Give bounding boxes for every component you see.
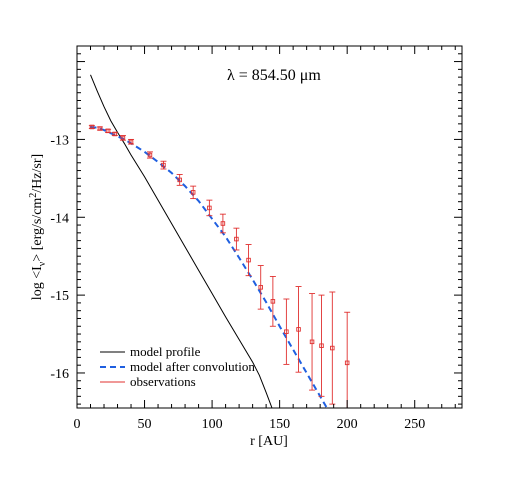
observation-point [105,128,111,134]
legend-label-observations: observations [130,374,196,389]
observation-point [120,135,126,141]
y-axis-title: log <Iν> [erg/s/cm2/Hz/sr] [28,154,48,300]
observation-point [234,236,239,242]
x-tick-label: 150 [269,417,290,432]
observation-point [128,139,134,145]
observation-point [309,339,315,345]
observation-point [319,343,324,348]
observation-point [258,285,263,290]
plot-frame [76,45,463,409]
observation-point [147,152,153,158]
y-tick-label: -13 [50,133,69,148]
y-axis-title-lead: log <I [30,266,45,300]
legend-label-model-profile: model profile [130,344,201,359]
observation-point [190,190,196,195]
observation-point [97,126,103,131]
observation-point [296,327,301,332]
plot-area [88,74,351,408]
wavelength-annotation: λ = 854.50 μm [227,67,321,84]
observation-point [330,345,335,351]
observation-point [344,360,350,366]
x-tick-label: 100 [202,417,223,432]
y-tick-label: -15 [50,289,69,304]
observation-point [284,329,289,334]
observation-point [207,205,212,211]
y-axis-title-mid: > [erg/s/cm [30,198,45,262]
y-axis-title-tail: /Hz/sr] [30,154,45,193]
x-tick-label: 250 [404,417,425,432]
observation-point [177,177,182,183]
observation-point [270,299,276,304]
legend-label-convolved: model after convolution [130,359,255,374]
x-axis-title: r [AU] [250,434,288,449]
y-axis-title-sup: 2 [28,193,39,198]
series-line-model-profile [90,74,273,408]
y-tick-label: -14 [50,211,69,226]
x-tick-label: 0 [74,417,81,432]
observation-point [246,257,251,263]
x-tick-label: 200 [337,417,358,432]
y-tick-label: -16 [50,367,69,382]
x-tick-label: 50 [138,417,152,432]
observation-point [112,131,118,137]
observation-point [89,124,95,130]
observation-point [161,162,166,168]
observation-point [220,221,226,226]
y-axis-title-sub: ν [37,261,48,266]
legend: model profile model after convolution ob… [100,344,255,389]
